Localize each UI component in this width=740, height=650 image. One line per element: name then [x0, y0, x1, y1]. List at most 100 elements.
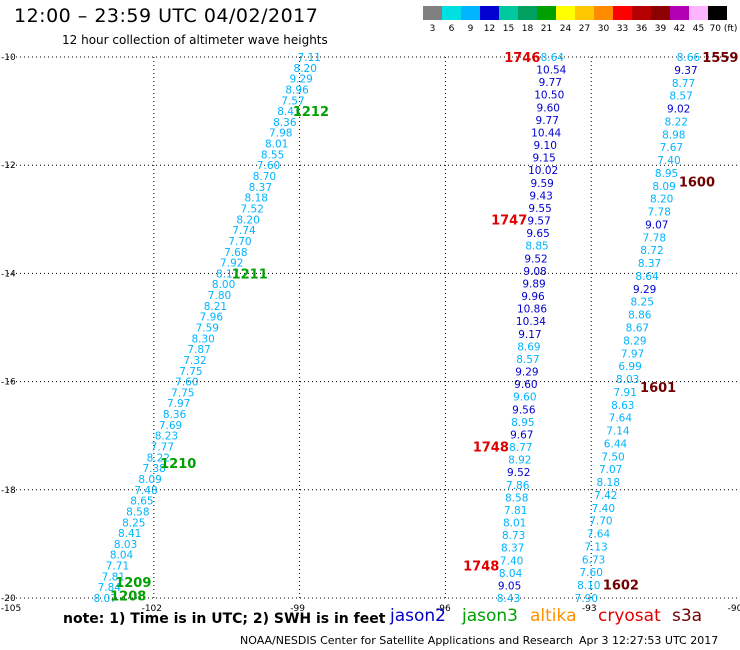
wave-height-value: 7.74: [232, 225, 256, 237]
colorbar-swatch: [632, 6, 651, 20]
wave-height-value: 9.10: [534, 140, 557, 152]
wave-height-value: 9.43: [529, 190, 552, 202]
wave-height-value: 7.81: [504, 505, 527, 517]
wave-height-value: 7.81: [102, 571, 125, 583]
wave-height-value: 8.64: [635, 271, 659, 283]
track-time-label: 1209: [115, 576, 151, 591]
y-tick-label: -20: [1, 594, 16, 604]
wave-height-value: 7.91: [614, 387, 637, 399]
track-time-label: 1602: [603, 578, 639, 593]
track-time-label: 1748: [473, 441, 509, 456]
track-time-label: 1212: [293, 105, 329, 120]
track-time-label: 1211: [232, 267, 268, 282]
wave-height-value: 7.59: [196, 323, 219, 335]
wave-height-value: 8.64: [541, 52, 565, 64]
wave-height-value: 9.29: [515, 367, 538, 379]
track-time-label: 1746: [504, 51, 540, 66]
wave-height-value: 7.68: [224, 247, 247, 259]
wave-height-value: 7.60: [257, 160, 280, 172]
x-tick-label: -90: [728, 604, 740, 614]
wave-height-value: 9.59: [530, 178, 553, 190]
wave-height-value: 8.57: [669, 91, 692, 103]
footnote: note: 1) Time is in UTC; 2) SWH is in fe…: [63, 611, 386, 627]
wave-height-value: 9.02: [667, 104, 690, 116]
colorbar-label: 21: [541, 24, 552, 34]
wave-height-value: 8.41: [118, 528, 141, 540]
wave-height-value: 9.29: [289, 74, 312, 86]
colorbar-swatch: [499, 6, 518, 20]
wave-height-value: 7.70: [228, 236, 251, 248]
wave-height-value: 8.43: [277, 106, 300, 118]
wave-height-value: 7.96: [200, 312, 224, 324]
wave-height-value: 9.37: [674, 65, 697, 77]
wave-height-value: 8.73: [502, 530, 525, 542]
wave-height-value: 7.57: [281, 95, 304, 107]
wave-height-value: 9.15: [532, 153, 555, 165]
track-time-label: 1748: [463, 560, 499, 575]
colorbar-label: 24: [560, 24, 572, 34]
wave-height-value: 7.92: [220, 258, 243, 270]
wave-height-value: 7.70: [589, 516, 612, 528]
wave-height-value: 7.40: [592, 503, 615, 515]
colorbar-swatch: [708, 6, 727, 20]
wave-height-value: 7.84: [98, 582, 122, 594]
wave-height-value: 7.38: [142, 463, 165, 475]
wave-height-value: 8.01: [265, 139, 288, 151]
wave-height-value: 8.72: [640, 245, 663, 257]
track-time-label: 1208: [110, 589, 146, 604]
wave-height-value: 8.18: [597, 477, 620, 489]
wave-height-value: 8.25: [122, 517, 145, 529]
wave-height-value: 7.97: [621, 348, 644, 360]
colorbar-swatch: [594, 6, 613, 20]
colorbar-label: 36: [636, 24, 648, 34]
wave-height-value: 9.08: [523, 266, 546, 278]
wave-height-value: 7.48: [134, 485, 157, 497]
wave-height-value: 9.60: [514, 379, 537, 391]
wave-height-value: 9.55: [528, 203, 551, 215]
track-time-label: 1601: [640, 381, 676, 396]
colorbar-swatch: [442, 6, 461, 20]
wave-height-value: 9.89: [522, 278, 545, 290]
wave-height-value: 7.75: [171, 387, 194, 399]
wave-height-value: 8.10: [577, 580, 600, 592]
wave-height-value: 8.95: [511, 417, 534, 429]
wave-height-value: 8.04: [110, 550, 134, 562]
wave-height-value: 8.86: [628, 310, 652, 322]
wave-height-value: 6.44: [604, 438, 628, 450]
wave-height-value: 8.03: [114, 539, 137, 551]
wave-height-value: 10.44: [531, 127, 561, 139]
wave-height-value: 7.97: [167, 398, 190, 410]
wave-height-value: 8.30: [191, 333, 214, 345]
wave-height-value: 10.34: [516, 316, 546, 328]
wave-height-value: 8.43: [497, 593, 520, 605]
wave-height-value: 7.98: [269, 128, 292, 140]
wave-height-value: 9.67: [510, 429, 533, 441]
chart-subtitle: 12 hour collection of altimeter wave hei…: [62, 33, 328, 47]
wave-height-value: 7.64: [587, 529, 611, 541]
wave-height-value: 9.07: [645, 219, 668, 231]
wave-height-value: 8.77: [509, 442, 532, 454]
wave-height-value: 8.23: [155, 431, 178, 443]
wave-height-value: 8.98: [662, 129, 685, 141]
wave-height-value: 8.22: [665, 116, 688, 128]
wave-height-value: 7.14: [606, 426, 630, 438]
wave-height-marks: 7.118.209.298.967.578.438.367.988.018.55…: [94, 51, 739, 605]
wave-height-value: 9.77: [536, 115, 559, 127]
wave-height-value: 9.65: [526, 228, 549, 240]
wave-height-value: 8.21: [204, 301, 227, 313]
wave-height-value: 7.75: [179, 366, 202, 378]
wave-height-value: 7.60: [580, 567, 603, 579]
wave-height-value: 7.87: [187, 344, 210, 356]
wave-height-value: 9.29: [633, 284, 656, 296]
wave-height-value: 8.00: [212, 279, 235, 291]
colorbar-label: 9: [468, 24, 474, 34]
wave-height-value: 7.40: [500, 555, 523, 567]
colorbar-swatch: [480, 6, 499, 20]
wave-height-value: 10.86: [517, 304, 547, 316]
wave-height-value: 8.96: [285, 84, 309, 96]
colorbar-swatch: [575, 6, 594, 20]
wave-height-value: 10.54: [536, 65, 566, 77]
wave-height-value: 8.66: [677, 52, 701, 64]
colorbar-label: 3: [430, 24, 436, 34]
